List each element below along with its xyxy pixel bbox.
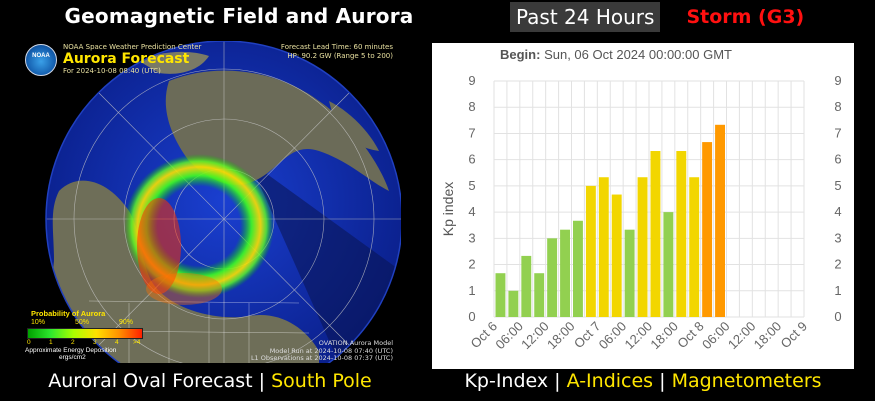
x-tick-label: 06:00 <box>492 319 526 353</box>
legend-color-bar <box>27 328 143 339</box>
chart-title-value: Sun, 06 Oct 2024 00:00:00 GMT <box>544 47 732 62</box>
kp-index-chart[interactable]: Begin: Sun, 06 Oct 2024 00:00:00 GMT Kp … <box>432 43 854 369</box>
storm-status: Storm (G3) <box>686 6 805 28</box>
y-tick-right: 5 <box>834 178 841 193</box>
y-tick-right: 0 <box>834 309 841 324</box>
y-tick-left: 8 <box>468 99 475 114</box>
a-indices-link[interactable]: A-Indices <box>566 370 654 392</box>
kp-bar[interactable] <box>508 290 519 317</box>
x-tick-label: 18:00 <box>647 319 681 353</box>
aurora-forecast-map[interactable]: NOAA NOAA Space Weather Prediction Cente… <box>19 41 401 363</box>
kp-bar[interactable] <box>650 151 661 317</box>
legend-pct-90: 90% <box>119 319 134 326</box>
kp-bar[interactable] <box>611 194 622 317</box>
period-badge[interactable]: Past 24 Hours <box>510 2 661 32</box>
map-lead-time-info: Forecast Lead Time: 60 minutes HP: 90.2 … <box>281 43 393 61</box>
x-tick-label: 12:00 <box>725 319 759 353</box>
x-tick-label: 18:00 <box>751 319 785 353</box>
x-tick-label: Oct 8 <box>674 319 707 352</box>
x-tick-label: 12:00 <box>622 319 656 353</box>
magnetometers-link[interactable]: Magnetometers <box>671 370 822 392</box>
y-tick-left: 3 <box>468 230 475 245</box>
model-line-3: L1 Observations at 2024-10-08 07:37 (UTC… <box>250 354 393 362</box>
y-tick-right: 4 <box>834 204 841 219</box>
kp-bar[interactable] <box>534 273 545 317</box>
kp-bar[interactable] <box>637 177 648 317</box>
legend-tick: 0 <box>27 339 31 346</box>
caption-separator: | <box>653 370 672 392</box>
y-tick-left: 5 <box>468 178 475 193</box>
legend-tick: >4 <box>133 339 141 346</box>
legend-tick: 4 <box>115 339 119 346</box>
kp-bar[interactable] <box>560 229 570 317</box>
legend-pct-50: 50% <box>75 319 90 326</box>
kp-index-label: Kp-Index <box>464 370 549 392</box>
lead-time-line: Forecast Lead Time: 60 minutes <box>280 43 393 51</box>
x-tick-label: 12:00 <box>518 319 552 353</box>
legend-tick: 3 <box>93 339 97 346</box>
chart-title: Begin: Sun, 06 Oct 2024 00:00:00 GMT <box>500 47 732 62</box>
x-tick-label: 06:00 <box>596 319 630 353</box>
y-tick-left: 4 <box>468 204 475 219</box>
kp-bar[interactable] <box>663 212 674 317</box>
x-tick-label: Oct 7 <box>571 319 604 352</box>
x-tick-label: 06:00 <box>699 319 733 353</box>
kp-bar[interactable] <box>624 229 635 317</box>
kp-caption: Kp-Index | A-Indices | Magnetometers <box>432 370 854 392</box>
y-tick-left: 7 <box>468 125 475 140</box>
model-info: OVATION Aurora Model Model Run at 2024-1… <box>250 339 393 363</box>
y-axis-label: Kp index <box>440 182 456 236</box>
auroral-oval-caption: Auroral Oval Forecast | South Pole <box>20 370 400 392</box>
caption-separator: | <box>548 370 567 392</box>
legend-tick: 1 <box>49 339 53 346</box>
noaa-logo-text: NOAA <box>32 53 50 59</box>
x-tick-label: Oct 9 <box>778 319 811 352</box>
kp-bar[interactable] <box>598 177 609 317</box>
kp-bar[interactable] <box>521 255 532 317</box>
auroral-oval-label: Auroral Oval Forecast <box>48 370 253 392</box>
model-line-2: Model Run at 2024-10-08 07:40 (UTC) <box>269 346 393 355</box>
caption-separator: | <box>252 370 272 392</box>
kp-bar[interactable] <box>715 124 725 318</box>
y-tick-right: 1 <box>834 283 841 298</box>
map-org-line: NOAA Space Weather Prediction Center <box>63 43 202 51</box>
y-tick-left: 6 <box>468 152 475 167</box>
legend-title: Probability of Aurora <box>31 309 106 318</box>
y-tick-left: 2 <box>468 257 475 272</box>
y-tick-right: 7 <box>834 125 841 140</box>
south-pole-link[interactable]: South Pole <box>271 370 372 392</box>
kp-bar[interactable] <box>702 142 713 317</box>
map-forecast-title: Aurora Forecast <box>63 51 190 67</box>
kp-bar[interactable] <box>573 220 583 317</box>
legend-unit: Approximate Energy Deposition ergs/cm2 <box>25 347 116 361</box>
aurora-globe <box>45 41 401 363</box>
chart-title-label: Begin: <box>500 47 540 62</box>
kp-chart-svg: Begin: Sun, 06 Oct 2024 00:00:00 GMT Kp … <box>440 47 842 353</box>
aurora-probability-legend: Probability of Aurora 10% 50% 90% 0 1 2 … <box>23 309 153 361</box>
noaa-logo[interactable]: NOAA <box>25 44 57 76</box>
model-line-1: OVATION Aurora Model <box>318 339 393 347</box>
legend-pct-10: 10% <box>31 319 46 326</box>
y-tick-right: 8 <box>834 99 841 114</box>
y-tick-left: 9 <box>468 73 475 88</box>
aurora-section-title: Geomagnetic Field and Aurora <box>64 4 414 28</box>
y-tick-left: 1 <box>468 283 475 298</box>
kp-bar[interactable] <box>585 185 596 317</box>
map-forecast-for: For 2024-10-08 08:40 (UTC) <box>63 67 161 75</box>
y-tick-right: 9 <box>834 73 841 88</box>
legend-unit-line-2: ergs/cm2 <box>59 354 86 361</box>
legend-unit-line-1: Approximate Energy Deposition <box>25 347 117 354</box>
header-right: Past 24 Hours Storm (G3) <box>510 2 804 32</box>
legend-tick: 2 <box>71 339 75 346</box>
kp-bar[interactable] <box>547 238 558 317</box>
y-tick-right: 3 <box>834 230 841 245</box>
x-tick-label: 18:00 <box>544 319 578 353</box>
kp-bar[interactable] <box>689 177 700 317</box>
y-tick-right: 2 <box>834 257 841 272</box>
kp-bar[interactable] <box>495 273 506 317</box>
y-tick-right: 6 <box>834 152 841 167</box>
y-tick-left: 0 <box>468 309 475 324</box>
hp-line: HP: 90.2 GW (Range 5 to 200) <box>287 52 393 60</box>
kp-bar[interactable] <box>676 151 687 317</box>
